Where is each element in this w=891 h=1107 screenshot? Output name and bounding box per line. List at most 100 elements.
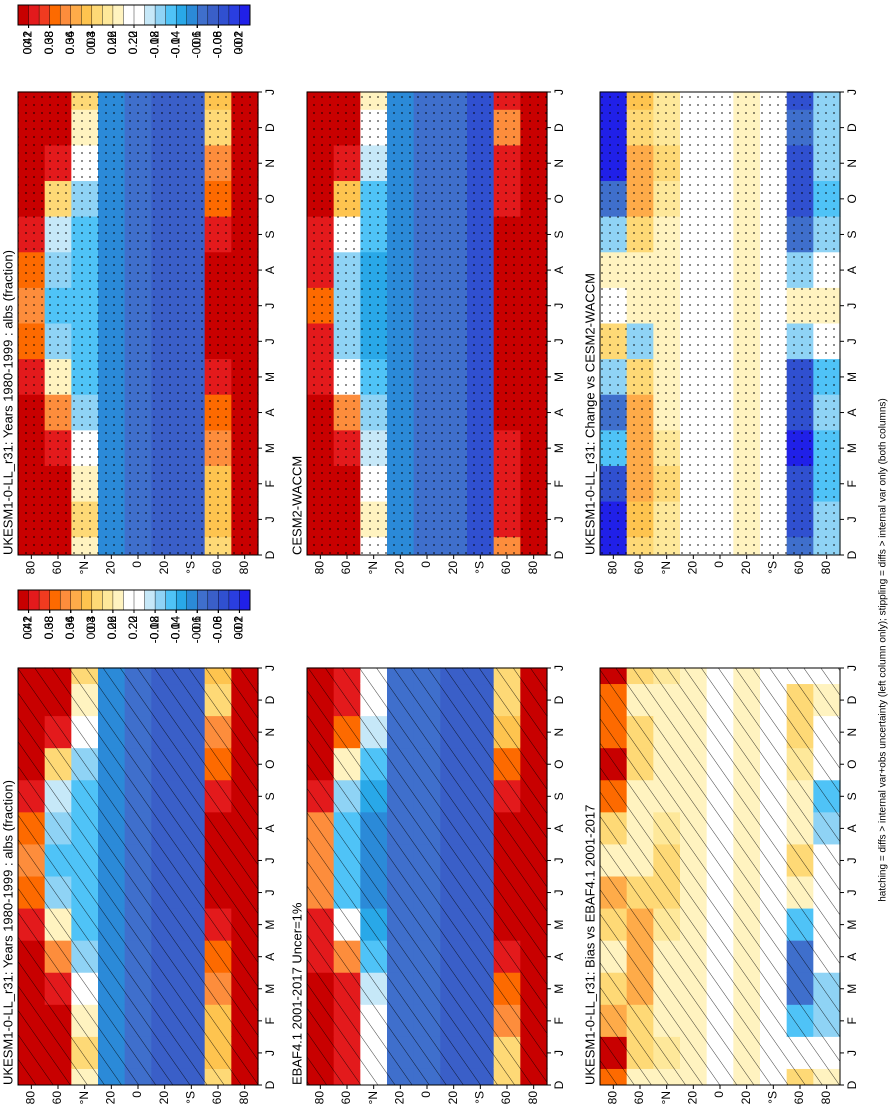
- colorbar-box: [28, 589, 40, 611]
- colorbar-label: 0.08: [42, 616, 56, 640]
- x-tick-label: N: [845, 728, 859, 737]
- x-tick-label: M: [263, 372, 277, 382]
- significance-pattern: [600, 92, 840, 555]
- x-tick-label: M: [263, 443, 277, 453]
- colorbar-label: 0.22: [126, 616, 140, 640]
- x-tick-label: J: [845, 303, 859, 309]
- colorbar-label: 0.42: [21, 616, 35, 640]
- colorbar-label: 0.38: [42, 31, 56, 55]
- y-tick-label: °S: [766, 561, 780, 574]
- colorbar-label: 0.02: [105, 616, 119, 640]
- colorbar-box: [70, 589, 82, 611]
- colorbar-label: 0.3: [84, 616, 98, 633]
- colorbar-box: [186, 589, 198, 611]
- colorbar-label: 0.34: [63, 31, 77, 55]
- x-tick-label: D: [552, 1080, 566, 1089]
- colorbar-box: [197, 589, 209, 611]
- x-tick-label: J: [845, 338, 859, 344]
- x-tick-label: D: [845, 123, 859, 132]
- colorbar-box: [165, 589, 177, 611]
- colorbar-box: [175, 589, 188, 611]
- colorbar-box: [17, 4, 30, 26]
- y-tick-label: °S: [473, 561, 487, 574]
- y-tick-label: 60: [210, 1091, 224, 1105]
- x-tick-label: J: [845, 665, 859, 671]
- x-tick-label: S: [552, 230, 566, 238]
- x-tick-label: D: [845, 550, 859, 559]
- y-tick-label: 20: [739, 1091, 753, 1105]
- colorbar-label: 0.02: [232, 31, 246, 55]
- colorbar-label: 0: [126, 31, 140, 38]
- significance-pattern: [307, 92, 547, 555]
- x-tick-label: A: [263, 953, 277, 961]
- panel-title: EBAF4.1 2001-2017 Uncer=1%: [289, 902, 304, 1085]
- colorbar-label: 0.1: [21, 31, 35, 48]
- colorbar-label: 0.34: [63, 616, 77, 640]
- x-tick-label: J: [552, 516, 566, 522]
- y-tick-label: 20: [446, 561, 460, 575]
- colorbar-box: [112, 589, 124, 611]
- colorbar-label: 0.06: [63, 616, 77, 640]
- x-tick-label: J: [263, 303, 277, 309]
- colorbar-label: 0.22: [126, 616, 140, 640]
- colorbar-label: 0.26: [105, 31, 119, 55]
- x-tick-label: N: [552, 159, 566, 168]
- y-tick-label: 0: [419, 1091, 433, 1098]
- y-tick-label: 80: [237, 1091, 251, 1105]
- x-tick-label: J: [552, 338, 566, 344]
- colorbar-label: 0.38: [42, 31, 56, 55]
- colorbar-label: 0.38: [42, 616, 56, 640]
- colorbar-label: 0.14: [168, 616, 182, 640]
- y-tick-label: 20: [104, 561, 118, 575]
- colorbar-label: -0.06: [189, 616, 203, 644]
- x-tick-label: A: [845, 409, 859, 417]
- x-tick-label: M: [845, 984, 859, 994]
- colorbar-box: [38, 589, 51, 611]
- rotated-figure: UKESM1-0-LL_r31: Years 1980-1999 : albs …: [0, 4, 889, 1105]
- colorbar-label: 0.1: [189, 616, 203, 633]
- y-tick-label: 60: [499, 561, 513, 575]
- x-tick-label: D: [845, 695, 859, 704]
- y-tick-label: °S: [184, 561, 198, 574]
- x-tick-label: D: [845, 1080, 859, 1089]
- x-tick-label: J: [263, 665, 277, 671]
- colorbar-box: [59, 589, 72, 611]
- colorbar-label: 0.3: [84, 31, 98, 48]
- colorbar-label: 0.14: [168, 31, 182, 55]
- colorbar-box: [144, 589, 156, 611]
- x-tick-label: A: [845, 824, 859, 832]
- x-tick-label: S: [552, 792, 566, 800]
- colorbar-label: 0.06: [211, 616, 225, 640]
- x-tick-label: J: [552, 1050, 566, 1056]
- colorbar-label: 0.26: [105, 616, 119, 640]
- colorbar-box: [165, 4, 177, 26]
- y-tick-label: 80: [24, 1091, 38, 1105]
- y-tick-label: 60: [632, 561, 646, 575]
- y-tick-label: 80: [24, 561, 38, 575]
- colorbar-box: [218, 4, 230, 26]
- colorbar-box: [49, 589, 61, 611]
- y-tick-label: 20: [104, 1091, 118, 1105]
- colorbar-box: [59, 4, 72, 26]
- significance-pattern: [18, 668, 258, 1085]
- x-tick-label: J: [263, 89, 277, 95]
- colorbar-label: 0.42: [21, 616, 35, 640]
- panel-title: CESM2-WACCM: [289, 456, 304, 555]
- y-tick-label: 20: [157, 1091, 171, 1105]
- colorbar-box: [207, 4, 219, 26]
- y-tick-label: °N: [659, 561, 673, 574]
- x-tick-label: D: [263, 695, 277, 704]
- y-tick-label: °N: [366, 561, 380, 574]
- y-tick-label: 80: [819, 1091, 833, 1105]
- y-tick-label: 20: [686, 561, 700, 575]
- y-tick-label: °S: [766, 1091, 780, 1104]
- x-tick-label: J: [552, 857, 566, 863]
- x-tick-label: J: [552, 665, 566, 671]
- x-tick-label: O: [552, 760, 566, 769]
- colorbar-box: [197, 4, 209, 26]
- x-tick-label: F: [263, 480, 277, 487]
- x-tick-label: N: [263, 159, 277, 168]
- colorbar-label: 0.02: [105, 31, 119, 55]
- x-tick-label: N: [552, 728, 566, 737]
